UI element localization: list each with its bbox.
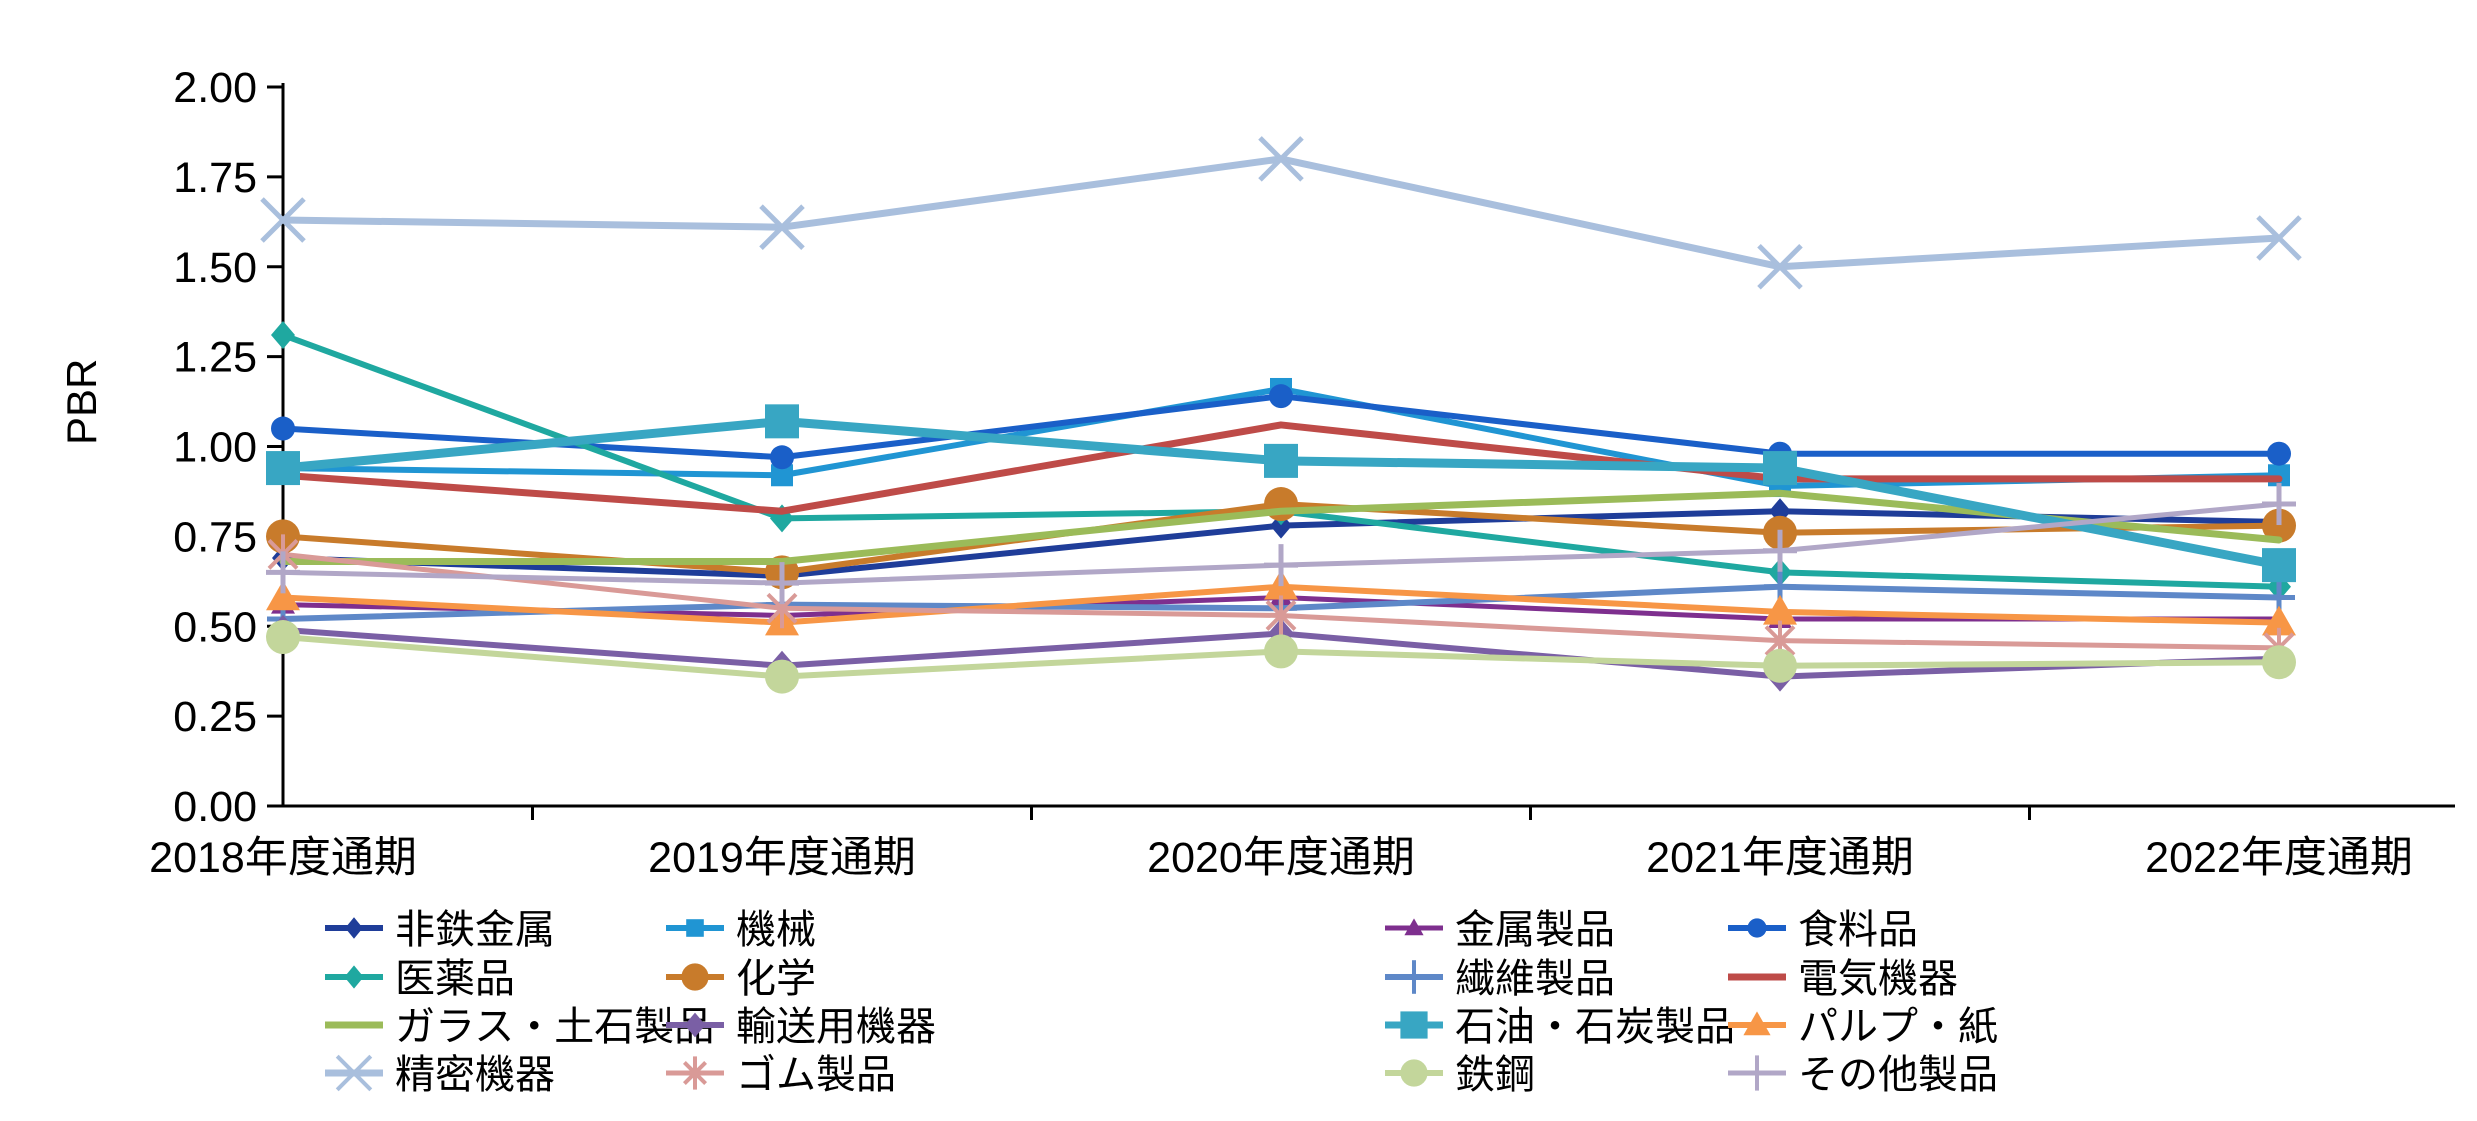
data-point-marker [2256,215,2302,261]
y-tick-label: 2.00 [173,64,257,112]
data-point-marker [686,919,704,937]
y-tick-label: 1.75 [173,154,257,202]
data-point-marker [1763,594,1797,625]
data-point-marker [1764,625,1796,657]
y-tick-label: 1.50 [173,244,257,292]
data-point-marker [260,197,306,243]
data-point-marker [335,1054,373,1092]
legend-label: 金属製品 [1455,908,1615,952]
legend-label: 精密機器 [395,1053,555,1097]
data-point-marker [2262,645,2296,680]
legend-label: 石油・石炭製品 [1455,1005,1735,1049]
legend-label: 電気機器 [1798,957,1958,1001]
data-point-marker [1258,136,1304,182]
legend-label: 食料品 [1798,908,1918,952]
series-line-7 [279,421,2283,515]
legend-label: 非鉄金属 [395,908,555,952]
x-tick-label: 2019年度通期 [648,834,916,882]
data-point-marker [2268,464,2290,487]
data-point-marker [1757,243,1803,290]
data-point-marker [266,620,300,655]
data-point-marker [1763,451,1797,486]
x-tick-label: 2020年度通期 [1147,834,1415,882]
data-point-marker [770,445,794,470]
data-point-marker [2267,441,2291,466]
legend-label: パルプ・紙 [1798,1005,1998,1049]
legend-label: 鉄鋼 [1455,1053,1535,1097]
y-tick-label: 0.50 [173,603,257,651]
legend-label: ゴム製品 [736,1053,896,1097]
data-point-marker [681,963,709,991]
data-point-marker [1769,498,1791,525]
data-point-marker [1404,918,1424,936]
data-point-marker [266,580,300,611]
y-tick-label: 0.75 [173,513,257,561]
data-point-marker [770,504,794,533]
data-point-marker [765,404,799,439]
legend-label: 輸送用機器 [736,1005,936,1049]
legend-label: 繊維製品 [1455,957,1615,1001]
y-tick-label: 1.00 [173,424,257,472]
data-point-marker [765,659,799,694]
data-point-marker [771,464,793,487]
data-point-marker [1763,648,1797,683]
data-point-marker [1743,1011,1771,1036]
data-point-marker [2262,605,2296,636]
x-tick-label: 2022年度通期 [2145,834,2413,882]
data-point-marker [271,416,295,441]
data-point-marker [344,965,364,989]
legend-label: その他製品 [1798,1053,1998,1097]
legend-label: 医薬品 [395,957,515,1001]
data-point-marker [266,451,300,486]
data-point-marker [1265,600,1297,631]
x-tick-label: 2018年度通期 [149,834,417,882]
data-point-marker [759,204,805,250]
series-line-12 [279,155,2283,271]
data-point-marker [1269,384,1293,409]
data-point-marker [345,917,363,939]
y-tick-label: 1.25 [173,334,257,382]
data-point-marker [1264,634,1298,669]
data-point-marker [2262,548,2296,583]
legend-label: 化学 [736,957,816,1001]
legend-label: 機械 [736,908,816,952]
data-point-marker [684,1012,706,1038]
data-point-marker [1747,918,1767,938]
y-tick-label: 0.00 [173,783,257,831]
series-line-8 [279,489,2283,566]
data-point-marker [1264,443,1298,478]
legend-label: ガラス・土石製品 [395,1005,714,1049]
y-tick-label: 0.25 [173,693,257,741]
data-point-marker [682,1060,708,1086]
x-tick-label: 2021年度通期 [1646,834,1914,882]
data-point-marker [1400,1011,1428,1039]
data-point-marker [2262,508,2296,543]
data-point-marker [271,321,295,350]
data-point-marker [766,592,798,624]
data-point-marker [1400,1059,1428,1087]
